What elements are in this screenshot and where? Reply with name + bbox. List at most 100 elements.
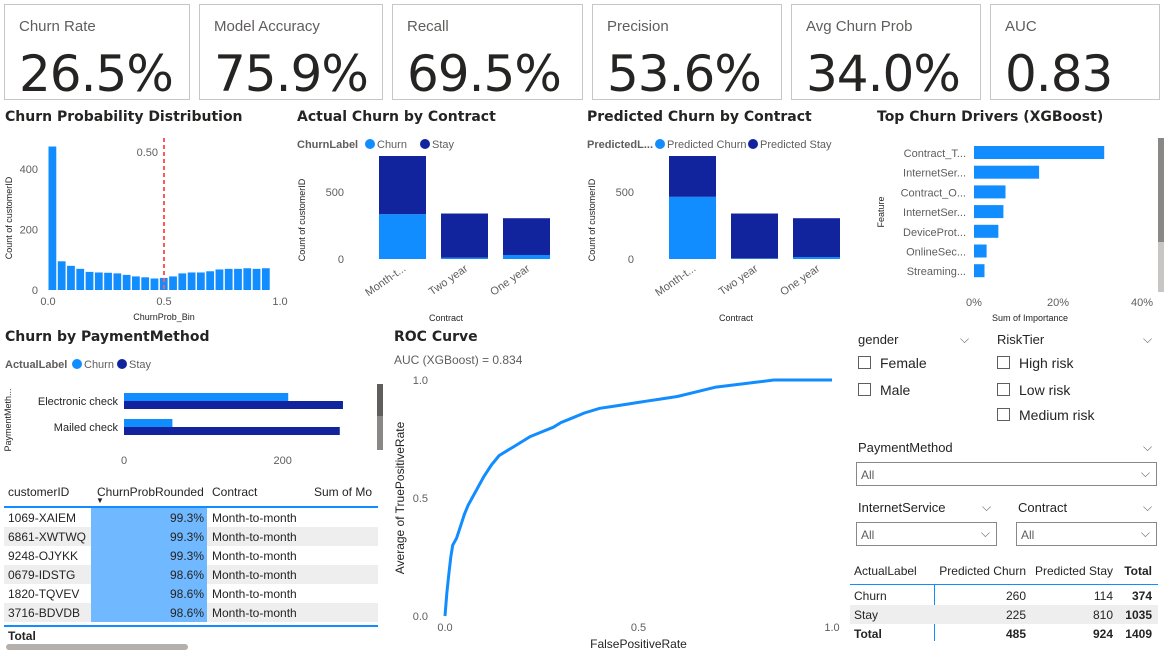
cell-churnprob-text: 98.6%: [169, 606, 204, 620]
horizontal-scrollbar[interactable]: [6, 644, 188, 650]
scrollbar-track: [1158, 242, 1164, 292]
driver-bar: [974, 165, 1040, 179]
col-churnprob[interactable]: ChurnProbRounded: [97, 485, 204, 499]
hist-bar: [76, 268, 85, 290]
internet-dropdown[interactable]: All ⌵: [856, 522, 997, 546]
table-row[interactable]: 1069-XAIEM 99.3% Month-to-month: [4, 508, 378, 527]
x-tick-label: 0.5: [631, 622, 646, 634]
hist-bar: [85, 271, 94, 290]
legend-marker: [748, 139, 758, 149]
payment-dropdown[interactable]: All ⌵: [856, 462, 1157, 486]
cell-churnprob-text: 99.3%: [169, 511, 204, 525]
matrix-row[interactable]: Stay 225 810 1035: [850, 605, 1158, 624]
hist-title: Churn Probability Distribution: [5, 109, 243, 125]
payment-bar-churn: [124, 419, 173, 427]
matrix-cell-pred-stay: 114: [1093, 589, 1113, 603]
kpi-card-churn-rate: Churn Rate 26.5%: [4, 4, 190, 103]
hist-bar: [150, 278, 159, 290]
x-tick-label: 0.0: [40, 296, 55, 308]
checkbox-male[interactable]: [858, 383, 871, 396]
cell-customerid: 1820-TQVEV: [8, 587, 80, 601]
table-total-row: Total: [4, 625, 378, 645]
kpi-card-recall: Recall 69.5%: [392, 4, 583, 103]
driver-bar: [974, 264, 985, 278]
hist-bar: [67, 265, 75, 290]
matrix-col-pred-stay[interactable]: Predicted Stay: [1034, 564, 1113, 578]
chevron-down-icon[interactable]: ⌵: [1143, 332, 1153, 346]
predicted-chart: PredictedL... Predicted Churn Predicted St…: [587, 139, 840, 323]
table-row[interactable]: 1820-TQVEV 98.6% Month-to-month: [4, 584, 378, 603]
matrix-cell-total: 1035: [1125, 608, 1152, 622]
matrix-row[interactable]: Churn 260 114 374: [850, 586, 1158, 605]
chevron-down-icon[interactable]: ⌵: [982, 500, 992, 514]
legend-label: Stay: [129, 359, 152, 371]
driver-bar: [974, 185, 1006, 199]
checkbox-high-risk[interactable]: [997, 356, 1010, 369]
checkbox-female[interactable]: [858, 356, 871, 369]
cell-churnprob: 98.6%: [91, 565, 207, 584]
y-tick-label: 500: [326, 187, 344, 199]
checkbox-medium-risk[interactable]: [997, 408, 1010, 421]
drivers-chart: Contract_T... InternetSer... Contract_O...…: [876, 138, 1164, 323]
cell-churnprob: 99.3%: [91, 527, 207, 546]
table-row[interactable]: 3716-BDVDB 98.6% Month-to-month: [4, 603, 378, 622]
confusion-matrix: ActualLabel Predicted Churn Predicted St…: [850, 560, 1158, 646]
hist-bar: [57, 261, 66, 290]
col-customerid[interactable]: customerID: [8, 485, 70, 499]
matrix-col-actual[interactable]: ActualLabel: [854, 564, 917, 578]
kpi-label: Avg Churn Prob: [806, 18, 913, 35]
x-tick-label: 0.0: [437, 622, 452, 634]
cell-churnprob-text: 99.3%: [169, 530, 204, 544]
chevron-down-icon[interactable]: ⌵: [960, 332, 970, 346]
legend-marker: [420, 139, 430, 149]
kpi-card-avg-churn-prob: Avg Churn Prob 34.0%: [791, 4, 981, 103]
y-tick-label: DeviceProt...: [903, 227, 966, 239]
table-row[interactable]: 9248-OJYKK 99.3% Month-to-month: [4, 546, 378, 565]
y-tick-label: 0: [32, 285, 38, 297]
table-row[interactable]: 0679-IDSTG 98.6% Month-to-month: [4, 565, 378, 584]
option-female[interactable]: Female: [880, 355, 927, 371]
bar-segment-predicted-stay: [669, 156, 716, 197]
y-tick-label: InternetSer...: [903, 207, 966, 219]
y-tick-label: Contract_O...: [901, 187, 966, 199]
payment-bar-churn: [124, 393, 289, 401]
cell-contract: Month-to-month: [212, 530, 297, 544]
sort-arrow-icon: ▼: [96, 496, 104, 505]
predicted-title: Predicted Churn by Contract: [587, 109, 812, 125]
bar-segment-stay: [503, 218, 550, 255]
hist-bar: [234, 268, 242, 290]
matrix-row[interactable]: Total 485 924 1409: [850, 624, 1158, 643]
option-high-risk[interactable]: High risk: [1019, 355, 1074, 371]
contract-dropdown[interactable]: All ⌵: [1016, 522, 1157, 546]
matrix-col-pred-churn[interactable]: Predicted Churn: [939, 564, 1026, 578]
cell-contract: Month-to-month: [212, 606, 297, 620]
hist-bar: [169, 276, 177, 290]
payment-dropdown-value: All: [861, 468, 875, 482]
table-row[interactable]: 6861-XWTWQ 99.3% Month-to-month: [4, 527, 378, 546]
col-sum-monthly[interactable]: Sum of Mo: [314, 485, 373, 499]
chevron-down-icon: ⌵: [980, 526, 990, 540]
legend-label: Churn: [377, 139, 407, 151]
cell-customerid: 0679-IDSTG: [8, 568, 76, 582]
contract-slicer-title: Contract: [1018, 500, 1068, 515]
col-contract[interactable]: Contract: [212, 485, 258, 499]
checkbox-low-risk[interactable]: [997, 383, 1010, 396]
kpi-card-auc: AUC 0.83: [990, 4, 1160, 103]
payment-title: Churn by PaymentMethod: [5, 329, 210, 345]
bar-segment-predicted-churn: [731, 258, 778, 259]
option-low-risk[interactable]: Low risk: [1019, 382, 1071, 398]
kpi-card-precision: Precision 53.6%: [592, 4, 782, 103]
matrix-col-total[interactable]: Total: [1124, 564, 1152, 578]
y-tick-label: Contract_T...: [904, 148, 966, 160]
bar-segment-churn: [379, 214, 426, 259]
hist-bar: [187, 272, 196, 290]
y-axis-label: Count of customerID: [587, 178, 597, 261]
x-tick-label: 200: [273, 455, 291, 467]
option-male[interactable]: Male: [880, 382, 911, 398]
bar-segment-stay: [379, 156, 426, 215]
chevron-down-icon[interactable]: ⌵: [1143, 440, 1153, 454]
option-medium-risk[interactable]: Medium risk: [1019, 407, 1095, 423]
legend-label: Stay: [432, 139, 455, 151]
kpi-value: 75.9%: [214, 45, 369, 103]
chevron-down-icon[interactable]: ⌵: [1143, 500, 1153, 514]
